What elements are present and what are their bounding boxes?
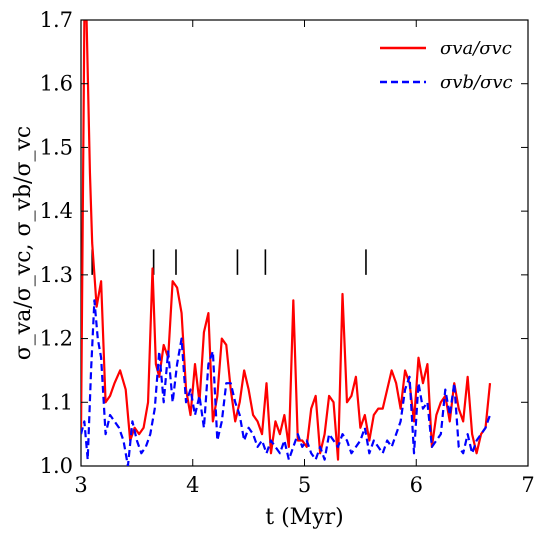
x-axis-label: t (Myr) bbox=[265, 505, 343, 530]
y-tick-label-2: 1.2 bbox=[40, 327, 73, 351]
y-tick-label-7: 1.7 bbox=[40, 8, 73, 32]
axis-tick-labels: 3 4 5 6 7 1.0 1.1 1.2 1.3 1.4 1.5 1.6 1.7 bbox=[40, 8, 535, 497]
y-tick-label-0: 1.0 bbox=[40, 454, 73, 478]
legend-label-1: σvb/σvc bbox=[440, 72, 513, 93]
x-tick-label-3: 6 bbox=[410, 473, 423, 497]
y-tick-label-1: 1.1 bbox=[40, 390, 73, 414]
y-tick-label-3: 1.3 bbox=[40, 263, 73, 287]
legend: σva/σvc σvb/σvc bbox=[380, 38, 513, 93]
y-axis-label: σ_va/σ_vc, σ_vb/σ_vc bbox=[11, 126, 36, 360]
axis-labels: t (Myr) σ_va/σ_vc, σ_vb/σ_vc bbox=[11, 126, 344, 530]
x-tick-label-0: 3 bbox=[74, 473, 87, 497]
y-tick-label-6: 1.6 bbox=[40, 72, 73, 96]
series-line-0 bbox=[81, 20, 492, 461]
axis-ticks bbox=[80, 19, 529, 467]
legend-label-0: σva/σvc bbox=[440, 38, 512, 59]
series-line-1 bbox=[81, 299, 492, 466]
x-tick-label-4: 7 bbox=[521, 473, 534, 497]
x-tick-label-1: 4 bbox=[186, 473, 199, 497]
series-layer bbox=[81, 20, 492, 466]
event-markers bbox=[91, 249, 367, 275]
y-tick-label-5: 1.5 bbox=[40, 135, 73, 159]
x-tick-label-2: 5 bbox=[298, 473, 311, 497]
y-tick-label-4: 1.4 bbox=[40, 199, 73, 223]
